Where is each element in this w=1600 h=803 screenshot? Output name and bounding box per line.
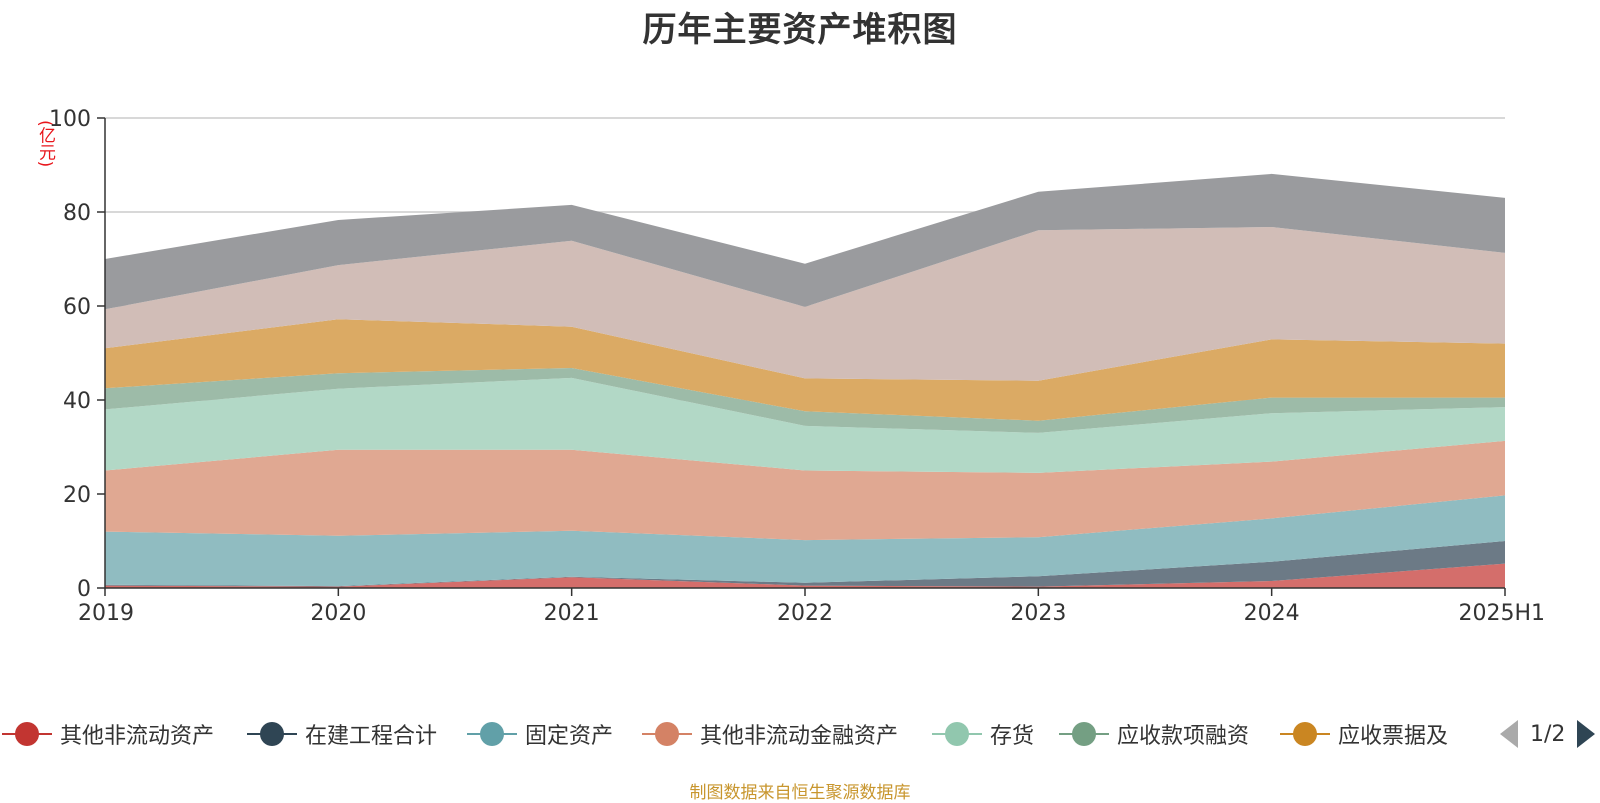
- legend-label: 其他非流动资产: [60, 724, 215, 749]
- stacked-area-chart: 0 20 40 60 80 100 2019 2020 2021 2022 2023 2024 2025…: [49, 107, 1545, 626]
- legend-next-page-icon[interactable]: [1577, 720, 1596, 748]
- legend-item-4[interactable]: 其他非流动金融资产: [640, 716, 898, 752]
- legend-marker-icon: [930, 716, 984, 752]
- legend-item-2[interactable]: 在建工程合计: [245, 716, 437, 752]
- y-tick-label: 0: [77, 577, 91, 602]
- x-tick-label: 2025H1: [1458, 601, 1545, 626]
- legend-label: 应收款项融资: [1117, 724, 1250, 749]
- legend-label: 固定资产: [525, 724, 614, 749]
- legend-pager: 1/2: [1500, 716, 1596, 752]
- area-series-5: [105, 377, 1505, 473]
- y-tick-label: 100: [49, 107, 91, 132]
- legend-item-6[interactable]: 应收款项融资: [1057, 716, 1249, 752]
- legend-label: 在建工程合计: [305, 724, 438, 749]
- legend-marker-icon: [0, 716, 54, 752]
- y-tick-label: 40: [63, 389, 91, 414]
- area-series-4: [105, 440, 1505, 541]
- y-axis-unit-label: (亿元): [35, 120, 55, 168]
- x-tick-label: 2024: [1244, 601, 1300, 626]
- legend-marker-icon: [245, 716, 299, 752]
- legend-marker-icon: [1278, 716, 1332, 752]
- x-tick-label: 2020: [310, 601, 366, 626]
- legend-label: 应收票据及: [1338, 724, 1449, 749]
- legend-marker-icon: [640, 716, 694, 752]
- y-tick-label: 80: [63, 201, 91, 226]
- y-tick-label: 60: [63, 295, 91, 320]
- legend-item-7[interactable]: 应收票据及: [1278, 716, 1448, 752]
- x-tick-label: 2022: [777, 601, 833, 626]
- data-source-note: 制图数据来自恒生聚源数据库: [689, 783, 911, 803]
- x-tick-label: 2023: [1010, 601, 1066, 626]
- legend-label: 其他非流动金融资产: [700, 724, 899, 749]
- area-series-8: [105, 227, 1505, 381]
- legend-item-1[interactable]: 其他非流动资产: [0, 716, 214, 752]
- area-series-6: [105, 368, 1505, 433]
- legend-prev-page-icon[interactable]: [1500, 720, 1518, 748]
- area-series-2: [105, 541, 1505, 587]
- y-tick-label: 20: [63, 483, 91, 508]
- area-series-9: [105, 173, 1505, 310]
- chart-title: 历年主要资产堆积图: [642, 10, 958, 50]
- legend-label: 存货: [990, 724, 1035, 749]
- x-tick-label: 2019: [78, 601, 134, 626]
- legend-page-indicator: 1/2: [1530, 721, 1566, 747]
- x-tick-label: 2021: [544, 601, 600, 626]
- area-series-3: [105, 495, 1505, 587]
- area-series-7: [105, 319, 1505, 421]
- legend-marker-icon: [465, 716, 519, 752]
- legend-item-5[interactable]: 存货: [930, 716, 1034, 752]
- legend-item-3[interactable]: 固定资产: [465, 716, 613, 752]
- legend: 其他非流动资产 在建工程合计 固定资产 其他非流动金融资产 存货 应收款项融资 应收票据及: [0, 716, 1600, 752]
- area-series-1: [105, 563, 1505, 588]
- legend-marker-icon: [1057, 716, 1111, 752]
